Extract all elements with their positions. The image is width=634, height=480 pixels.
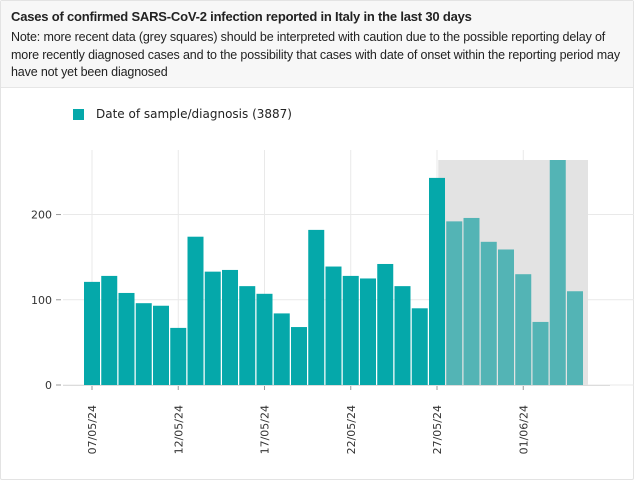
bar — [256, 293, 273, 385]
bar — [411, 308, 428, 385]
bar — [360, 278, 376, 385]
y-tick-label: 200 — [31, 209, 52, 222]
legend-swatch — [73, 108, 84, 120]
bar — [429, 177, 445, 385]
x-tick-label: 12/05/24 — [172, 405, 185, 454]
bar-chart: 0 100 200 07/05/24 12/05/24 17/05/24 22/05/24 2… — [31, 150, 634, 454]
bar — [549, 160, 566, 385]
bar — [532, 321, 549, 385]
chart-header: Cases of confirmed SARS-CoV-2 infection … — [1, 1, 633, 88]
bar — [204, 271, 221, 385]
x-tick-label: 22/05/24 — [345, 405, 358, 454]
bar — [498, 249, 514, 385]
chart-legend[interactable]: Date of sample/diagnosis (3887) — [73, 107, 292, 121]
bar — [170, 327, 187, 385]
bar — [463, 217, 480, 385]
bar — [153, 305, 169, 385]
y-tick-label: 0 — [45, 379, 52, 392]
bar — [515, 274, 532, 385]
bar — [273, 313, 290, 385]
x-tick-label: 01/06/24 — [517, 405, 530, 454]
chart-note: Note: more recent data (grey squares) sh… — [11, 30, 620, 79]
bar — [377, 263, 394, 385]
bar — [222, 269, 238, 385]
bar — [480, 241, 497, 385]
bar — [135, 303, 152, 385]
bar — [446, 221, 463, 385]
bar — [342, 275, 359, 385]
x-tick-label: 07/05/24 — [86, 405, 99, 454]
x-tick-label: 17/05/24 — [259, 405, 272, 454]
chart-title: Cases of confirmed SARS-CoV-2 infection … — [11, 9, 472, 24]
bar — [84, 281, 100, 385]
y-tick-label: 100 — [31, 294, 52, 307]
bar — [101, 275, 118, 385]
legend-label: Date of sample/diagnosis (3887) — [96, 107, 292, 121]
bar — [325, 266, 342, 385]
bar — [567, 291, 583, 385]
bar — [118, 292, 135, 385]
bar — [394, 286, 411, 385]
bar — [308, 229, 325, 385]
bar — [291, 327, 307, 385]
bar — [239, 286, 256, 385]
bar — [187, 236, 204, 385]
x-tick-label: 27/05/24 — [431, 405, 444, 454]
